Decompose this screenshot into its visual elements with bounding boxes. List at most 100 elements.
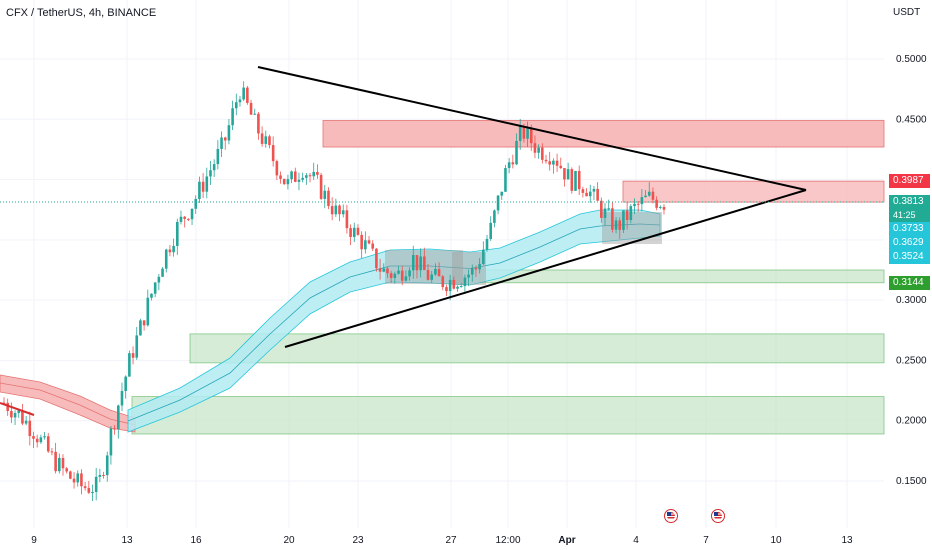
candle-body (437, 269, 441, 277)
price-tag-band-b: 0.3629 (889, 236, 930, 250)
candle-body (566, 169, 570, 180)
candle-body (117, 405, 120, 430)
candle-body (305, 175, 308, 178)
candle-body (459, 286, 463, 288)
y-tick-label: 0.5000 (896, 54, 927, 65)
candle-body (408, 270, 411, 277)
candle-body (441, 276, 445, 288)
candle-body (172, 245, 175, 253)
us-flag-icon[interactable] (711, 509, 725, 523)
currency-label: USDT (893, 7, 921, 18)
y-tick-label: 0.4500 (896, 114, 927, 125)
ma-ribbon-red (0, 374, 136, 433)
candle-body (334, 205, 338, 215)
x-tick-label: 16 (190, 535, 202, 546)
candle-body (393, 273, 397, 278)
candle-body (201, 181, 205, 192)
candle-body (504, 168, 507, 192)
x-tick-label: 13 (841, 535, 853, 546)
candle-body (301, 177, 304, 180)
candle-body (308, 175, 312, 177)
candle-body (102, 474, 105, 476)
candle-body (570, 169, 574, 191)
candle-body (426, 269, 430, 280)
candle-body (352, 227, 356, 237)
x-tick-label: Apr (558, 535, 575, 546)
candle-body (470, 267, 474, 275)
candle-body (625, 210, 629, 221)
x-tick-label: 9 (31, 535, 37, 546)
candle-body (434, 269, 437, 275)
candle-body (50, 451, 54, 453)
candle-body (223, 137, 227, 141)
candle-body (43, 436, 46, 438)
candle-body (128, 353, 131, 377)
candle-body (327, 190, 330, 207)
candle-body (282, 178, 286, 185)
candle-body (297, 179, 301, 182)
candle-body (135, 335, 139, 358)
y-tick-label: 0.3000 (896, 295, 927, 306)
candle-body (389, 273, 393, 278)
candle-body (10, 411, 13, 418)
candle-body (234, 102, 238, 109)
candle-body (205, 176, 209, 192)
candle-body (113, 428, 116, 430)
candle-body (80, 473, 83, 487)
candle-body (456, 286, 459, 289)
x-tick-label: 4 (633, 535, 639, 546)
candle-body (588, 191, 592, 197)
candle-body (574, 170, 577, 191)
candle-body (415, 255, 419, 271)
candle-body (275, 161, 279, 176)
candle-body (662, 206, 666, 210)
candle-body (419, 256, 422, 271)
candle-body (577, 170, 581, 190)
candle-body (522, 126, 526, 139)
candle-body (39, 437, 43, 443)
candle-body (563, 168, 566, 180)
candle-body (364, 240, 367, 250)
candle-body (349, 228, 352, 237)
candle-body (168, 249, 172, 253)
candle-body (246, 87, 249, 103)
candle-body (264, 136, 268, 144)
candle-body (489, 222, 493, 239)
candle-body (32, 436, 35, 439)
candle-body (518, 126, 522, 141)
candle-body (341, 210, 345, 215)
candle-body (253, 113, 257, 115)
us-flag-icon[interactable] (664, 509, 678, 523)
candle-body (485, 238, 489, 250)
candle-body (220, 137, 223, 149)
price-tag-countdown: 41:25 (889, 208, 930, 222)
candle-body (541, 147, 544, 160)
candle-body (54, 451, 57, 472)
candle-body (6, 402, 9, 412)
candle-body (319, 174, 323, 199)
candle-body (146, 297, 150, 326)
candle-body (124, 376, 127, 392)
x-tick-label: 23 (352, 535, 364, 546)
candle-body (316, 171, 319, 175)
candle-body (69, 471, 72, 479)
candle-body (367, 240, 371, 244)
x-tick-label: 13 (121, 535, 133, 546)
candle-body (323, 190, 327, 199)
candle-body (397, 270, 400, 274)
price-tag-current: 0.3813 (889, 195, 930, 209)
candle-body (467, 274, 470, 278)
x-tick-label: 27 (445, 535, 457, 546)
candle-body (179, 216, 183, 222)
candle-body (500, 191, 504, 196)
supply-zone (622, 180, 885, 203)
candle-body (21, 410, 24, 424)
triangle-lower-line (284, 189, 807, 348)
candle-body (600, 200, 603, 218)
price-tag-band-a: 0.3733 (889, 222, 930, 236)
price-tag-lower-green: 0.3144 (889, 276, 930, 290)
candle-body (227, 125, 231, 141)
candle-body (150, 293, 153, 298)
candle-body (629, 206, 633, 221)
